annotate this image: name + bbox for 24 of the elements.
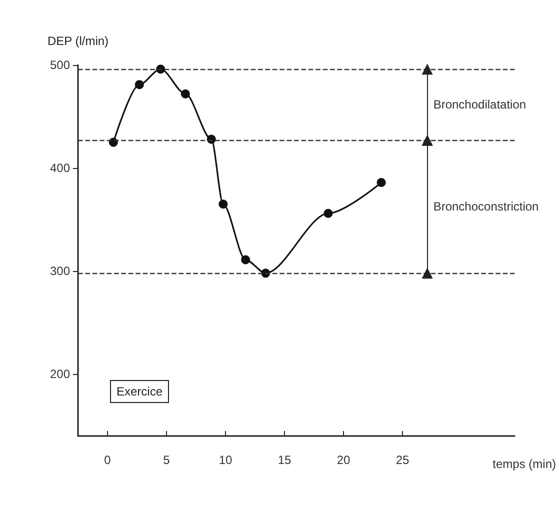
point bbox=[218, 200, 228, 209]
x-tick-label: 20 bbox=[336, 453, 351, 467]
point bbox=[324, 208, 333, 218]
y-tick-label: 200 bbox=[50, 367, 70, 382]
x-tick-label: 10 bbox=[218, 453, 233, 467]
x-tick-label: 0 bbox=[104, 453, 112, 467]
y-axis-title: DEP (l/min) bbox=[47, 34, 109, 48]
point bbox=[376, 178, 386, 187]
y-tick-label: 400 bbox=[50, 161, 70, 176]
x-tick-label: 15 bbox=[278, 453, 292, 467]
annotation: Bronchoconstriction bbox=[433, 200, 539, 214]
y-tick-label: 300 bbox=[50, 264, 70, 278]
y-tick-label: 500 bbox=[50, 58, 70, 72]
x-tick-label: 5 bbox=[163, 453, 170, 467]
point bbox=[108, 138, 118, 147]
point bbox=[134, 80, 144, 90]
point bbox=[241, 255, 250, 264]
point bbox=[206, 134, 216, 144]
annotation: Bronchodilatation bbox=[433, 98, 526, 112]
point bbox=[180, 89, 190, 98]
annotation: Exercice bbox=[116, 384, 163, 398]
x-tick-label: 25 bbox=[396, 453, 410, 467]
point bbox=[156, 64, 166, 74]
x-axis-title: temps (min) bbox=[492, 457, 556, 471]
